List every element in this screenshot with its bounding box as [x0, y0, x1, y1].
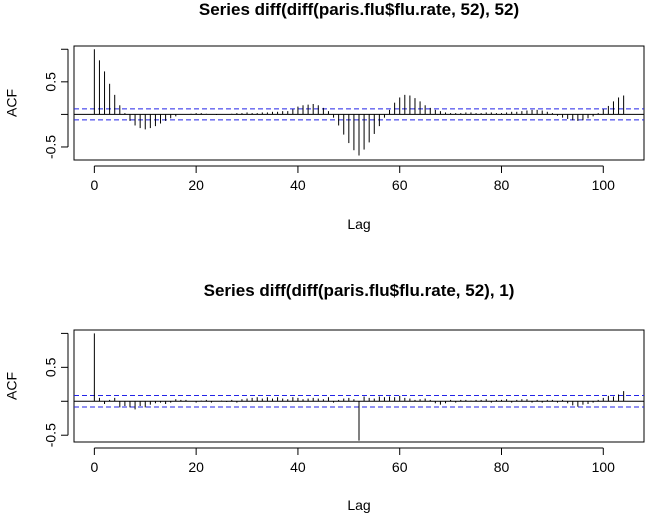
x-tick-label: 100	[592, 459, 616, 475]
chart-title: Series diff(diff(paris.flu$flu.rate, 52)…	[199, 0, 519, 19]
x-tick-label: 20	[188, 177, 204, 193]
x-tick-label: 60	[392, 459, 408, 475]
y-axis-label: ACF	[4, 372, 20, 400]
y-tick-label: -0.5	[43, 135, 59, 159]
x-tick-label: 80	[494, 177, 510, 193]
chart-title: Series diff(diff(paris.flu$flu.rate, 52)…	[204, 281, 515, 300]
x-tick-label: 60	[392, 177, 408, 193]
x-tick-label: 40	[290, 177, 306, 193]
acf-panel-1: Series diff(diff(paris.flu$flu.rate, 52)…	[4, 0, 645, 232]
x-tick-label: 100	[592, 177, 616, 193]
x-tick-label: 0	[90, 459, 98, 475]
x-axis-label: Lag	[347, 497, 370, 513]
x-tick-label: 0	[90, 177, 98, 193]
plot-frame	[73, 45, 645, 161]
plot-frame	[73, 329, 645, 443]
y-axis-label: ACF	[4, 89, 20, 117]
x-tick-label: 40	[290, 459, 306, 475]
x-tick-label: 80	[494, 459, 510, 475]
x-axis-label: Lag	[347, 216, 370, 232]
x-tick-label: 20	[188, 459, 204, 475]
y-tick-label: 0.5	[43, 72, 59, 92]
acf-panel-2: Series diff(diff(paris.flu$flu.rate, 52)…	[4, 281, 645, 513]
y-tick-label: -0.5	[43, 423, 59, 447]
y-tick-label: 0.5	[43, 357, 59, 377]
